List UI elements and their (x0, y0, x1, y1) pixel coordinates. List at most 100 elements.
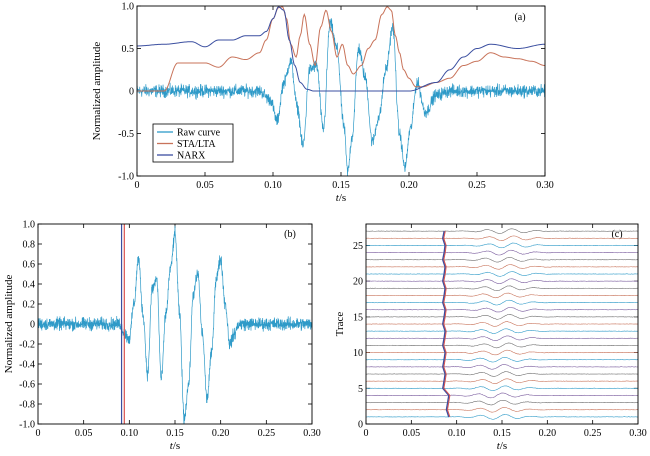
y-tick-label: -1.0 (118, 172, 134, 183)
x-tick-label: 0.05 (403, 428, 421, 439)
trace-line (366, 399, 638, 406)
trace-line (366, 285, 638, 291)
series-line-raw (38, 225, 312, 424)
x-axis-label-var: t (336, 192, 340, 204)
pick-curve (443, 231, 451, 418)
x-tick-label: 0.15 (493, 428, 511, 439)
trace-line (366, 371, 638, 377)
trace-line (366, 342, 638, 349)
trace-line (366, 228, 638, 234)
trace-line (366, 256, 638, 263)
y-tick-label: 0.4 (23, 280, 36, 291)
x-axis-label-unit: /s (500, 440, 507, 452)
chart-panel-a: 0 0.05 0.10 0.15 0.20 0.25 0.30 -1.0 -0.5 0 0.5 1.0… (91, 2, 554, 205)
trace-line (366, 414, 638, 420)
trace-line (366, 264, 638, 270)
trace-line (366, 249, 638, 256)
x-tick-label: 0.25 (258, 428, 276, 439)
y-tick-label: -0.4 (19, 360, 35, 371)
x-axis-label-unit: /s (173, 440, 180, 452)
legend-entry: NARX (177, 151, 206, 162)
trace-line (366, 278, 638, 284)
y-axis-label: Normalized amplitude (91, 42, 103, 141)
x-axis-label: t/s (170, 440, 180, 452)
y-tick-label: 0 (129, 87, 134, 98)
panel-label: (a) (514, 12, 525, 23)
x-tick-label: 0.20 (212, 428, 230, 439)
y-tick-label: -0.5 (118, 129, 134, 140)
y-tick-label: 0 (30, 320, 35, 331)
x-tick-label: 0.30 (536, 180, 554, 191)
y-tick-label: 1.0 (122, 2, 135, 13)
x-tick-label: 0.20 (539, 428, 557, 439)
x-tick-label: 0.10 (448, 428, 466, 439)
trace-line (366, 307, 638, 313)
x-tick-label: 0.30 (303, 428, 321, 439)
y-tick-label: 15 (353, 312, 363, 323)
trace-line (366, 292, 638, 299)
y-tick-label: -1.0 (19, 420, 35, 431)
legend-entry: STA/LTA (177, 139, 216, 150)
trace-line (366, 235, 638, 241)
y-tick-label: -0.8 (19, 400, 35, 411)
x-tick-label: 0.15 (332, 180, 350, 191)
trace-line (366, 349, 638, 356)
x-axis-label-var: t (497, 440, 501, 452)
y-axis-label: Normalized amplitude (3, 275, 15, 374)
x-tick-label: 0.25 (468, 180, 486, 191)
y-tick-label: 0 (358, 420, 363, 431)
plot-frame (365, 223, 639, 425)
y-tick-label: 0.6 (23, 260, 36, 271)
panel-label: (c) (611, 229, 622, 240)
trace-line (366, 314, 638, 320)
trace-line (366, 299, 638, 306)
trace-line (366, 335, 638, 342)
y-tick-label: -0.6 (19, 380, 35, 391)
y-tick-label: 0.8 (23, 240, 36, 251)
trace-line (366, 328, 638, 334)
trace-line (366, 357, 638, 363)
y-tick-label: 20 (353, 277, 363, 288)
trace-line (366, 406, 638, 413)
x-axis-label-var: t (170, 440, 174, 452)
x-tick-label: 0.15 (166, 428, 184, 439)
x-tick-label: 0.10 (121, 428, 139, 439)
legend-entry: Raw curve (177, 128, 221, 139)
x-tick-label: 0.25 (584, 428, 602, 439)
trace-line (366, 378, 638, 384)
chart-panel-c: 0 0.05 0.10 0.15 0.20 0.25 0.30 0 5 10 15 20 25 t/s Tr… (334, 223, 647, 452)
x-tick-label: 0.05 (196, 180, 214, 191)
x-tick-label: 0.05 (75, 428, 93, 439)
pick-curve (441, 230, 450, 418)
plot-frame (136, 5, 546, 177)
chart-panel-b: 0 0.05 0.10 0.15 0.20 0.25 0.30-1.0-0.8-0.6-0.… (3, 220, 321, 453)
trace-line (366, 364, 638, 370)
trace-line (366, 321, 638, 327)
x-axis-label: t/s (336, 192, 346, 204)
x-axis-label: t/s (497, 440, 507, 452)
panel-label: (b) (284, 229, 296, 240)
y-tick-label: 10 (353, 348, 363, 359)
y-tick-label: 25 (353, 241, 363, 252)
x-tick-label: 0.10 (264, 180, 282, 191)
trace-line (366, 271, 638, 277)
y-tick-label: 0.5 (122, 44, 135, 55)
x-tick-label: 0 (36, 428, 41, 439)
y-axis-label: Trace (334, 312, 346, 337)
series-line-sta-lta (137, 6, 545, 92)
series-line-narx (137, 6, 545, 92)
trace-line (366, 242, 638, 249)
trace-line (366, 385, 638, 391)
plot-frame (37, 223, 313, 425)
x-tick-label: 0.30 (629, 428, 647, 439)
y-tick-label: 1.0 (23, 220, 36, 231)
x-tick-label: 0.20 (400, 180, 418, 191)
trace-line (366, 392, 638, 399)
x-tick-label: 0 (364, 428, 369, 439)
x-axis-label-unit: /s (339, 192, 346, 204)
y-tick-label: 0.2 (23, 300, 36, 311)
x-tick-label: 0 (135, 180, 140, 191)
y-tick-label: 5 (358, 384, 363, 395)
